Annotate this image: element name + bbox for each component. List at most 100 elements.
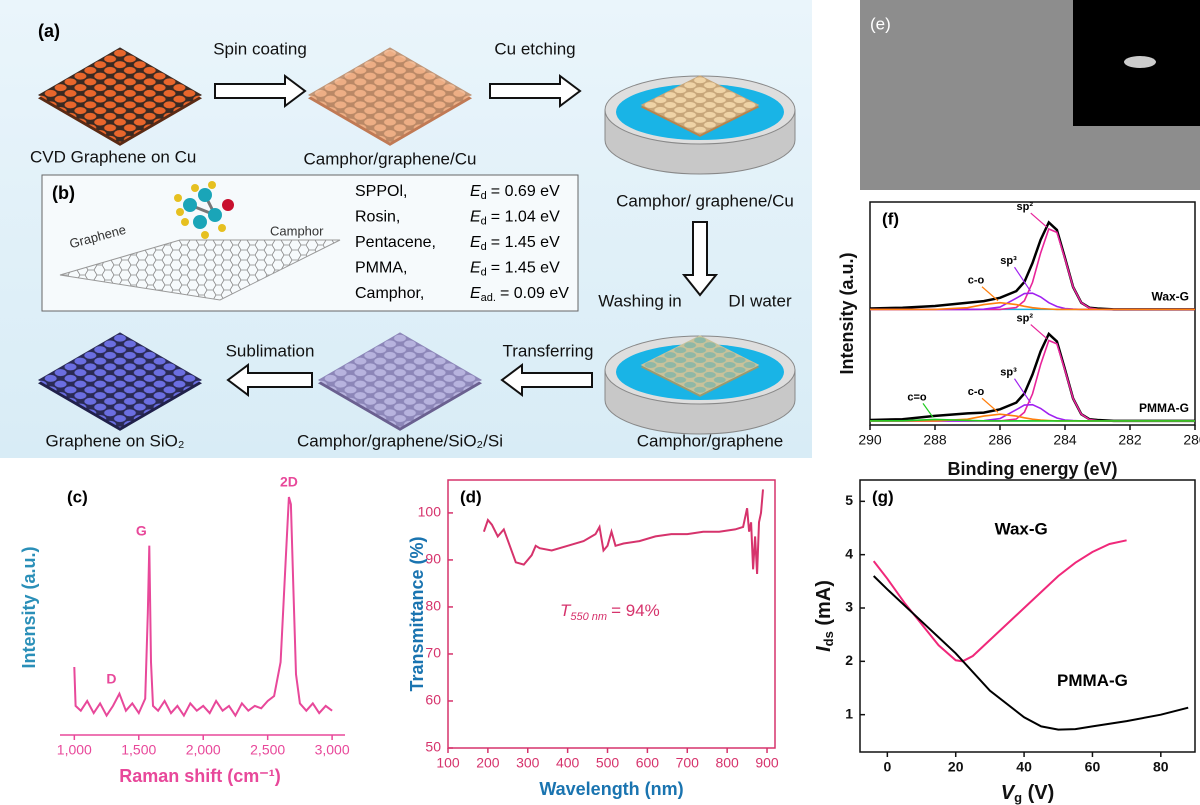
x-tick-label: 3,000 [315, 742, 350, 758]
caption: Camphor/ graphene/Cu [616, 191, 794, 210]
component-label: c-o [968, 275, 985, 287]
caption: Camphor/graphene/Cu [304, 149, 477, 168]
energy-part: E [470, 234, 481, 251]
panel-label: (g) [872, 487, 894, 506]
component-label: c-o [968, 386, 985, 398]
y-tick-label: 70 [425, 645, 441, 661]
axes-frame [859, 479, 1196, 753]
y-tick-label: 2 [845, 652, 853, 668]
energy: Ead. = 0.09 eV [470, 285, 569, 304]
series-label: Wax-G [995, 519, 1048, 538]
camphor-label: Camphor [270, 223, 324, 238]
panel-label: (b) [52, 183, 75, 203]
material-name: SPPOl, [355, 183, 407, 200]
data-line [73, 496, 333, 718]
y-axis-label: Intensity (a.u.) [19, 546, 39, 668]
caption: CVD Graphene on Cu [30, 147, 196, 166]
y-axis-label-part: ds [821, 631, 836, 646]
spectrum-label: Wax-G [1151, 290, 1189, 304]
x-axis-label: Wavelength (nm) [539, 779, 683, 799]
annotation-part: = 94% [611, 601, 660, 620]
x-axis-label: Raman shift (cm⁻¹) [119, 766, 281, 786]
y-tick-label: 50 [425, 739, 441, 755]
energy: Ed = 0.69 eV [470, 183, 560, 202]
data-line [482, 489, 764, 575]
annotation-part: 550 nm [570, 611, 607, 623]
x-tick-label: 600 [636, 755, 660, 771]
x-tick-label: 288 [923, 432, 947, 448]
step-label: Spin coating [213, 39, 307, 58]
energy-part: = 1.45 eV [491, 234, 560, 251]
x-tick-label: 2,500 [250, 742, 285, 758]
step-label: Washing in [598, 291, 681, 310]
dish [604, 335, 796, 435]
energy-part: d [481, 215, 487, 227]
label-pointer [981, 286, 999, 302]
component-label: c=o [907, 391, 927, 403]
material-name: Rosin, [355, 209, 400, 226]
y-tick-label: 3 [845, 599, 853, 615]
spectrum-line [869, 418, 1195, 422]
panel-label: (f) [882, 209, 899, 228]
x-tick-label: 700 [676, 755, 700, 771]
energy-part: d [481, 266, 487, 278]
energy-part: = 1.45 eV [491, 260, 560, 277]
panel-label: (d) [460, 487, 482, 506]
y-axis-label: Ids (mA) [813, 580, 836, 652]
x-axis-label: Binding energy (eV) [947, 459, 1117, 479]
x-tick-label: 500 [596, 755, 620, 771]
peak-label: D [106, 670, 116, 686]
step-label: Sublimation [226, 341, 315, 360]
x-tick-label: 290 [858, 432, 882, 448]
axes-frame [869, 201, 1196, 426]
x-tick-label: 282 [1118, 432, 1142, 448]
energy-part: d [481, 241, 487, 253]
caption: Camphor/graphene/SiO₂/Si [297, 431, 503, 450]
x-tick-label: 280 [1183, 432, 1200, 448]
x-tick-label: 1,500 [121, 742, 156, 758]
x-tick-label: 200 [476, 755, 500, 771]
x-axis-label-part: (V) [1022, 782, 1054, 804]
step-label: DI water [728, 291, 792, 310]
peak-label: G [136, 522, 147, 538]
y-tick-label: 1 [845, 705, 853, 721]
y-axis-label: Intensity (a.u.) [837, 252, 857, 374]
material-name: Pentacene, [355, 234, 436, 251]
energy-part: E [470, 285, 481, 302]
component-label: sp² [1017, 312, 1034, 324]
x-tick-label: 284 [1053, 432, 1077, 448]
x-tick-label: 2,000 [186, 742, 221, 758]
panel-label: (c) [67, 487, 88, 506]
energy-part: E [470, 260, 481, 277]
x-tick-label: 0 [883, 759, 891, 775]
material-name: Camphor, [355, 285, 424, 302]
label-pointer [922, 403, 934, 418]
dish [604, 75, 796, 175]
energy-part: = 1.04 eV [491, 209, 560, 226]
energy-part: E [470, 209, 481, 226]
series-label: PMMA-G [1057, 671, 1128, 690]
x-axis-label-part: V [1001, 782, 1016, 804]
label-pointer [1014, 266, 1031, 292]
peak-label: 2D [280, 474, 298, 490]
sheet [37, 47, 203, 146]
y-axis-label: Transmittance (%) [407, 536, 427, 691]
arrows [214, 74, 719, 397]
x-tick-label: 800 [715, 755, 739, 771]
step-label: Cu etching [494, 39, 575, 58]
diffraction-spot [1124, 56, 1156, 68]
y-tick-label: 80 [425, 598, 441, 614]
spectrum-line [870, 227, 1195, 311]
axes-frame [447, 479, 776, 749]
y-tick-label: 90 [425, 551, 441, 567]
step-label: Transferring [502, 341, 593, 360]
y-tick-label: 4 [845, 545, 853, 561]
annotation-part: T [560, 601, 572, 620]
material-name: PMMA, [355, 260, 407, 277]
x-tick-label: 40 [1016, 759, 1032, 775]
annotation: T550 nm = 94% [560, 601, 660, 622]
energy-part: d [481, 190, 487, 202]
x-axis-label: Vg (V) [1001, 782, 1055, 805]
x-tick-label: 60 [1085, 759, 1101, 775]
